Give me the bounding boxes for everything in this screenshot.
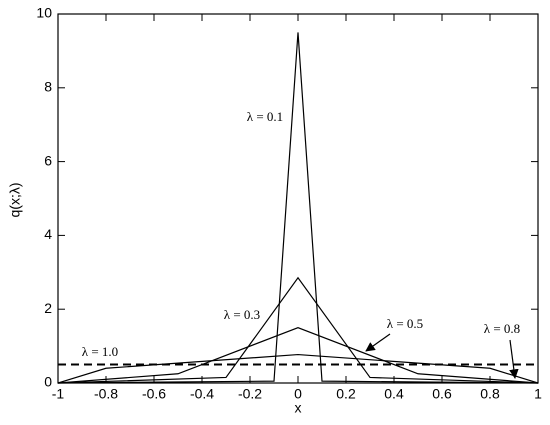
y-tick-label: 4 xyxy=(44,226,52,242)
series-line xyxy=(57,353,539,384)
series-label: λ = 0.5 xyxy=(387,316,423,331)
series-label: λ = 0.3 xyxy=(224,307,260,322)
y-tick-label: 0 xyxy=(44,374,52,390)
x-tick-label: 0.8 xyxy=(480,386,500,402)
x-tick-label: 1 xyxy=(534,386,542,402)
x-tick-label: 0.2 xyxy=(336,386,356,402)
label-arrow xyxy=(509,339,519,379)
series-line xyxy=(57,327,539,384)
y-tick-label: 10 xyxy=(36,5,52,21)
series-line xyxy=(57,32,539,384)
series-line xyxy=(57,276,539,384)
x-tick-label: -0.2 xyxy=(238,386,262,402)
x-tick-label: 0.6 xyxy=(432,386,452,402)
series-label: λ = 0.1 xyxy=(247,109,283,124)
x-tick-label: 0.4 xyxy=(384,386,404,402)
x-axis-label: x xyxy=(295,400,302,416)
x-tick-label: -0.6 xyxy=(142,386,166,402)
x-tick-label: -0.4 xyxy=(190,386,214,402)
series-label: λ = 0.8 xyxy=(484,321,520,336)
y-tick-label: 2 xyxy=(44,300,52,316)
x-tick-label: 0 xyxy=(294,386,302,402)
y-tick-label: 8 xyxy=(44,79,52,95)
label-arrow xyxy=(365,333,391,352)
x-tick-label: -1 xyxy=(52,386,65,402)
y-tick-label: 6 xyxy=(44,152,52,168)
x-tick-label: -0.8 xyxy=(94,386,118,402)
series-label: λ = 1.0 xyxy=(82,344,118,359)
y-axis-label: q(x;λ) xyxy=(7,183,23,218)
